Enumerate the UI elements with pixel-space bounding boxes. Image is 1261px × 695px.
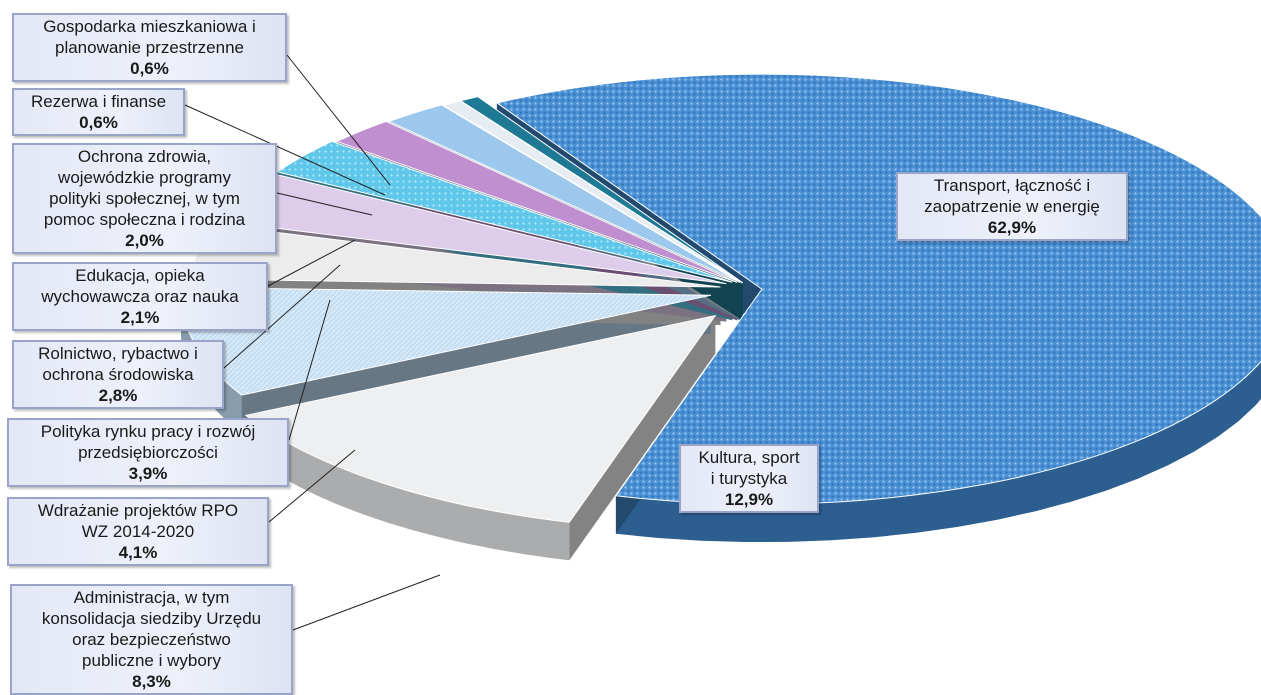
label-rolnictwo: Rolnictwo, rybactwo i ochrona środowiska… [12,340,224,409]
label-administracja: Administracja, w tym konsolidacja siedzi… [10,584,293,695]
leader-line-6 [268,449,356,523]
label-edukacja-line2: wychowawcza oraz nauka [41,287,239,306]
label-gospodarka-line1: Gospodarka mieszkaniowa i [43,17,256,36]
pie-slice-9 [459,96,744,284]
label-wdrazanie-line1: Wdrażanie projektów RPO [37,501,239,520]
label-wdrazanie-line2: WZ 2014-2020 [81,522,195,541]
label-ochrona-line4: pomoc społeczna i rodzina [43,210,246,229]
label-administracja-pct: 8,3% [132,672,171,691]
label-ochrona-line1: Ochrona zdrowia, [77,147,212,166]
label-kultura: Kultura, sport i turystyka 12,9% [679,444,819,513]
label-polityka-line2: przedsiębiorczości [78,443,218,462]
label-administracja-line3: oraz bezpieczeństwo [72,630,231,649]
label-polityka-pct: 3,9% [128,464,168,483]
label-edukacja-line1: Edukacja, opieka [75,266,205,285]
label-administracja-line1: Administracja, w tym [73,588,230,607]
leader-line-7 [292,574,441,631]
label-rezerwa-line1: Rezerwa i finanse [30,92,167,111]
label-edukacja-pct: 2,1% [120,308,160,327]
label-rezerwa: Rezerwa i finanse 0,6% [12,88,185,136]
label-transport: Transport, łączność i zaopatrzenie w ene… [896,172,1128,241]
label-gospodarka: Gospodarka mieszkaniowa i planowanie prz… [12,13,287,82]
label-polityka-line1: Polityka rynku pracy i rozwój [40,422,256,441]
label-rolnictwo-line1: Rolnictwo, rybactwo i [38,344,198,363]
label-gospodarka-pct: 0,6% [130,59,169,78]
pie-slice-5 [276,140,733,283]
label-ochrona-line2: wojewódzkie programy [58,168,231,187]
label-ochrona-pct: 2,0% [125,231,164,250]
label-wdrazanie: Wdrażanie projektów RPO WZ 2014-2020 4,1… [7,497,269,566]
label-administracja-line4: publiczne i wybory [82,651,221,670]
label-gospodarka-line2: planowanie przestrzenne [54,38,244,57]
label-kultura-line2: i turystyka [710,469,788,488]
label-transport-line2: zaopatrzenie w energię [924,197,1100,216]
pie-slice-wall-1-0 [569,315,716,561]
label-rezerwa-pct: 0,6% [79,113,118,132]
label-kultura-line1: Kultura, sport [698,448,800,467]
pie-slice-7 [387,104,741,283]
leader-line-4 [223,264,341,369]
pie-slice-6 [335,120,738,283]
label-wdrazanie-pct: 4,1% [118,543,158,562]
pie-slice-side-1 [245,415,570,561]
label-polityka: Polityka rynku pracy i rozwój przedsiębi… [7,418,289,487]
leader-line-2 [276,192,373,216]
label-kultura-pct: 12,9% [724,490,774,509]
leader-line-3 [267,239,356,287]
label-transport-pct: 62,9% [987,218,1037,237]
label-transport-line1: Transport, łączność i [933,176,1091,195]
leader-line-1 [184,104,386,196]
label-ochrona: Ochrona zdrowia, wojewódzkie programy po… [12,143,277,254]
leader-line-5 [288,299,331,441]
pie-slice-side-2 [181,287,242,434]
label-edukacja: Edukacja, opieka wychowawcza oraz nauka … [12,262,268,331]
label-ochrona-line3: polityki społecznej, w tym [49,189,240,208]
label-rolnictwo-pct: 2,8% [98,386,138,405]
label-administracja-line2: konsolidacja siedziby Urzędu [41,609,262,628]
leader-line-0 [286,54,391,186]
label-rolnictwo-line2: ochrona środowiska [42,365,194,384]
